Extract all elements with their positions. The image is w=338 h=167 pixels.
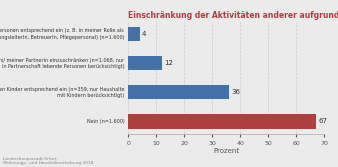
- Text: 36: 36: [232, 89, 241, 95]
- Bar: [128, 56, 162, 70]
- Text: 67: 67: [318, 118, 327, 124]
- Text: Landeshaupsstadt Erfurt
Wohnungs- und Haushaltserhebung 2018: Landeshaupsstadt Erfurt Wohnungs- und Ha…: [3, 157, 94, 165]
- Bar: [128, 27, 140, 41]
- Bar: [128, 114, 316, 129]
- X-axis label: Prozent: Prozent: [213, 148, 240, 154]
- Text: 12: 12: [164, 60, 173, 66]
- Text: 4: 4: [142, 31, 146, 37]
- Bar: [128, 85, 229, 100]
- Text: Einschränkung der Aktivitäten anderer aufgrund von Sorge um die Sicherheit: Einschränkung der Aktivitäten anderer au…: [128, 11, 338, 20]
